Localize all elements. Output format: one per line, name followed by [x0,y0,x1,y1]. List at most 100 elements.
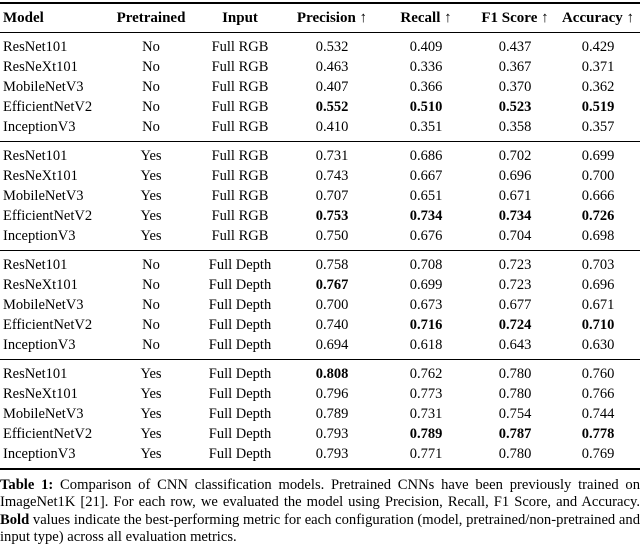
recall-cell: 0.731 [409,405,443,422]
table-row: ResNeXt101 Yes Full Depth 0.796 0.773 0.780 0.… [0,384,640,404]
f1-score-cell: 0.643 [498,336,532,353]
recall-cell: 0.676 [409,227,443,244]
f1-score-cell: 0.370 [498,78,532,95]
recall-cell: 0.336 [409,58,443,75]
model-cell: ResNet101 [3,38,68,55]
pretrained-cell: No [142,78,160,95]
pretrained-cell: No [142,316,160,333]
model-cell: ResNet101 [0,250,108,275]
precision-cell: 0.758 [286,250,378,275]
input-cell: Full RGB [211,207,269,224]
f1-score-cell: 0.787 [498,425,532,442]
pretrained-cell: Yes [140,187,162,204]
input-cell: Full Depth [208,445,272,462]
input-cell: Full Depth [194,250,286,275]
f1-score-cell: 0.671 [498,187,532,204]
input-cell: Full RGB [211,187,269,204]
recall-cell: 0.773 [409,385,443,402]
recall-cell: 0.667 [409,167,443,184]
f1-score-cell: 0.677 [498,296,532,313]
precision-cell: 0.407 [315,78,349,95]
recall-cell: 0.789 [409,425,443,442]
recall-cell: 0.618 [409,336,443,353]
pretrained-cell: No [142,118,160,135]
f1-score-cell: 0.702 [474,141,556,166]
pretrained-cell: Yes [140,227,162,244]
f1-score-cell: 0.523 [498,98,532,115]
recall-cell: 0.762 [378,359,474,384]
precision-cell: 0.552 [315,98,349,115]
table-row: ResNet101 No Full Depth 0.758 0.708 0.723 0.70… [0,250,640,275]
recall-cell: 0.673 [409,296,443,313]
table-row: MobileNetV3 No Full RGB 0.407 0.366 0.370 0.36… [0,77,640,97]
header-row: Model Pretrained Input Precision ↑ Recal… [0,3,640,33]
precision-cell: 0.793 [315,425,349,442]
model-cell: MobileNetV3 [3,296,84,313]
model-cell: InceptionV3 [3,118,76,135]
f1-score-cell: 0.780 [498,445,532,462]
recall-cell: 0.699 [409,276,443,293]
accuracy-cell: 0.671 [581,296,615,313]
precision-cell: 0.808 [286,359,378,384]
pretrained-cell: No [108,250,194,275]
table-row: InceptionV3 Yes Full Depth 0.793 0.771 0.780 0… [0,444,640,469]
accuracy-cell: 0.429 [581,38,615,55]
accuracy-cell: 0.744 [581,405,615,422]
column-header-f1-score: F1 Score ↑ [474,3,556,33]
accuracy-cell: 0.766 [581,385,615,402]
pretrained-cell: No [142,58,160,75]
input-cell: Full RGB [194,141,286,166]
precision-cell: 0.700 [315,296,349,313]
caption-text-1: Comparison of CNN classification models.… [0,477,640,511]
pretrained-cell: Yes [140,207,162,224]
precision-cell: 0.463 [315,58,349,75]
recall-cell: 0.366 [409,78,443,95]
pretrained-cell: No [142,276,160,293]
precision-cell: 0.740 [315,316,349,333]
pretrained-cell: Yes [140,405,162,422]
precision-cell: 0.789 [315,405,349,422]
accuracy-cell: 0.519 [581,98,615,115]
pretrained-cell: No [142,98,160,115]
table-row: ResNet101 Yes Full Depth 0.808 0.762 0.780 0.7… [0,359,640,384]
f1-score-cell: 0.754 [498,405,532,422]
table-row: MobileNetV3 No Full Depth 0.700 0.673 0.677 0.… [0,295,640,315]
table-header: Model Pretrained Input Precision ↑ Recal… [0,3,640,33]
model-cell: ResNeXt101 [3,167,78,184]
model-cell: EfficientNetV2 [3,207,93,224]
pretrained-cell: Yes [140,385,162,402]
f1-score-cell: 0.367 [498,58,532,75]
input-cell: Full RGB [211,98,269,115]
model-cell: ResNeXt101 [3,58,78,75]
accuracy-cell: 0.703 [556,250,640,275]
accuracy-cell: 0.778 [581,425,615,442]
model-cell: ResNeXt101 [3,276,78,293]
precision-cell: 0.694 [315,336,349,353]
table-row: ResNet101 Yes Full RGB 0.731 0.686 0.702 0.699 [0,141,640,166]
column-header-input: Input [194,3,286,33]
results-table: Model Pretrained Input Precision ↑ Recal… [0,2,640,470]
model-cell: EfficientNetV2 [3,425,93,442]
input-cell: Full Depth [208,336,272,353]
accuracy-cell: 0.371 [581,58,615,75]
accuracy-cell: 0.696 [581,276,615,293]
recall-cell: 0.716 [409,316,443,333]
pretrained-cell: Yes [108,141,194,166]
f1-score-cell: 0.780 [498,385,532,402]
f1-score-cell: 0.724 [498,316,532,333]
model-cell: EfficientNetV2 [3,316,93,333]
precision-cell: 0.743 [315,167,349,184]
model-cell: InceptionV3 [3,445,76,462]
caption-text-2: values indicate the best-performing metr… [0,511,640,546]
pretrained-cell: No [142,296,160,313]
pretrained-cell: Yes [108,359,194,384]
input-cell: Full Depth [208,296,272,313]
model-cell: InceptionV3 [3,227,76,244]
accuracy-cell: 0.760 [556,359,640,384]
f1-score-cell: 0.696 [498,167,532,184]
table-row: InceptionV3 No Full Depth 0.694 0.618 0.643 0.… [0,335,640,360]
table-row: ResNeXt101 Yes Full RGB 0.743 0.667 0.696 0.70… [0,166,640,186]
column-header-precision: Precision ↑ [286,3,378,33]
column-header-recall: Recall ↑ [378,3,474,33]
accuracy-cell: 0.666 [581,187,615,204]
